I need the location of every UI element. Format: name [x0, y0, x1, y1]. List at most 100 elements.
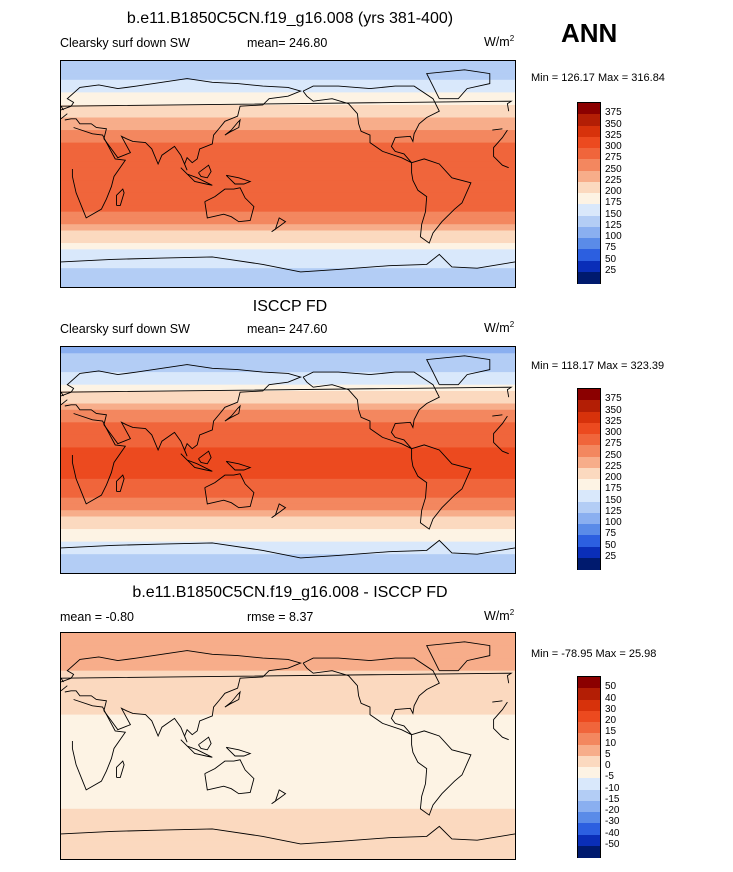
coastline [198, 450, 212, 465]
lat-band [61, 639, 515, 647]
lat-band [61, 98, 515, 106]
colorbar-cell [578, 434, 600, 446]
lat-band [61, 148, 515, 156]
coastline [302, 371, 440, 450]
lat-band [61, 821, 515, 829]
lat-band [61, 161, 515, 169]
colorbar-cell [578, 677, 600, 689]
colorbar-cell [578, 501, 600, 514]
colorbar-cell [578, 389, 600, 401]
colorbar-cell [578, 535, 600, 547]
lat-band [61, 633, 515, 640]
colorbar-tick-label: -5 [605, 771, 614, 783]
lat-band [61, 372, 515, 379]
lat-band [61, 224, 515, 232]
lat-band [61, 503, 515, 511]
colorbar-tick-label: -50 [605, 838, 620, 850]
colorbar-tick-label: 150 [605, 208, 622, 220]
panel-2-minmax: Min = 118.17 Max = 323.39 [531, 360, 665, 372]
panel-1-colorbar [577, 102, 601, 284]
colorbar-cell [578, 789, 600, 802]
colorbar-cell [578, 400, 600, 412]
colorbar-tick-label: 50 [605, 253, 617, 265]
lat-band [61, 554, 515, 562]
colorbar-tick-label: 15 [605, 726, 617, 738]
lat-band [61, 186, 515, 194]
panel-1-variable-label: Clearsky surf down SW [60, 36, 190, 50]
colorbar-tick-label: 275 [605, 152, 622, 164]
colorbar-cell [578, 767, 600, 779]
lat-band [61, 529, 515, 536]
lat-band [61, 61, 515, 68]
panel-2-title: ISCCP FD [252, 298, 328, 315]
colorbar-cell [578, 557, 600, 570]
lat-band [61, 384, 515, 392]
colorbar-tick-label: 350 [605, 118, 622, 130]
lat-band [61, 541, 515, 549]
lat-band [61, 802, 515, 810]
lat-band [61, 274, 515, 282]
panel-3-rmse-label: rmse = 8.37 [247, 610, 314, 624]
coastline [61, 100, 513, 112]
lat-band [61, 180, 515, 188]
lat-band [61, 510, 515, 518]
panel-3-colorbar [577, 676, 601, 858]
lat-band [61, 460, 515, 467]
lat-band [61, 428, 515, 436]
colorbar-cell [578, 722, 600, 734]
coastline [180, 739, 213, 758]
colorbar-cell [578, 445, 600, 457]
colorbar-tick-label: 100 [605, 517, 622, 528]
colorbar-tick-label: -30 [605, 816, 620, 828]
lat-band [61, 651, 515, 659]
lat-band [61, 777, 515, 785]
lat-band [61, 117, 515, 125]
colorbar-cell [578, 148, 600, 160]
panel-3-map-svg [61, 633, 515, 859]
colorbar-tick-label: 5 [605, 748, 611, 760]
lat-band [61, 67, 515, 75]
coastline [180, 453, 213, 472]
lat-band [61, 359, 515, 367]
colorbar-cell [578, 125, 600, 138]
lat-band [61, 658, 515, 665]
colorbar-cell [578, 800, 600, 813]
coastline [271, 789, 287, 805]
lat-band [61, 409, 515, 417]
lat-band [61, 365, 515, 373]
colorbar-cell [578, 467, 600, 480]
coastline [271, 217, 287, 233]
colorbar-tick-label: 20 [605, 715, 617, 726]
colorbar-tick-label: 325 [605, 129, 622, 141]
lat-band [61, 447, 515, 455]
colorbar-cell [578, 456, 600, 469]
coastline [204, 759, 255, 795]
lat-band [61, 714, 515, 722]
lat-band [61, 783, 515, 791]
coastline [302, 85, 440, 164]
coastline [61, 539, 515, 559]
colorbar-tick-label: 50 [605, 539, 617, 551]
colorbar-tick-label: -10 [605, 782, 620, 794]
coastline [225, 174, 252, 185]
colorbar-cell [578, 744, 600, 757]
lat-band [61, 211, 515, 219]
colorbar-tick-label: 150 [605, 494, 622, 506]
lat-band [61, 243, 515, 250]
coastline [198, 164, 212, 179]
coastline [71, 127, 509, 219]
coastline [71, 413, 509, 505]
colorbar-tick-label: 275 [605, 438, 622, 450]
lat-band [61, 434, 515, 442]
colorbar-cell [578, 524, 600, 536]
lat-band [61, 466, 515, 474]
coastline [224, 118, 241, 136]
colorbar-cell [578, 226, 600, 239]
lat-band [61, 280, 515, 287]
lat-band [61, 86, 515, 93]
lat-band [61, 547, 515, 555]
lat-band [61, 79, 515, 87]
colorbar-cell [578, 103, 600, 115]
coastline [61, 386, 513, 398]
colorbar-cell [578, 710, 600, 723]
